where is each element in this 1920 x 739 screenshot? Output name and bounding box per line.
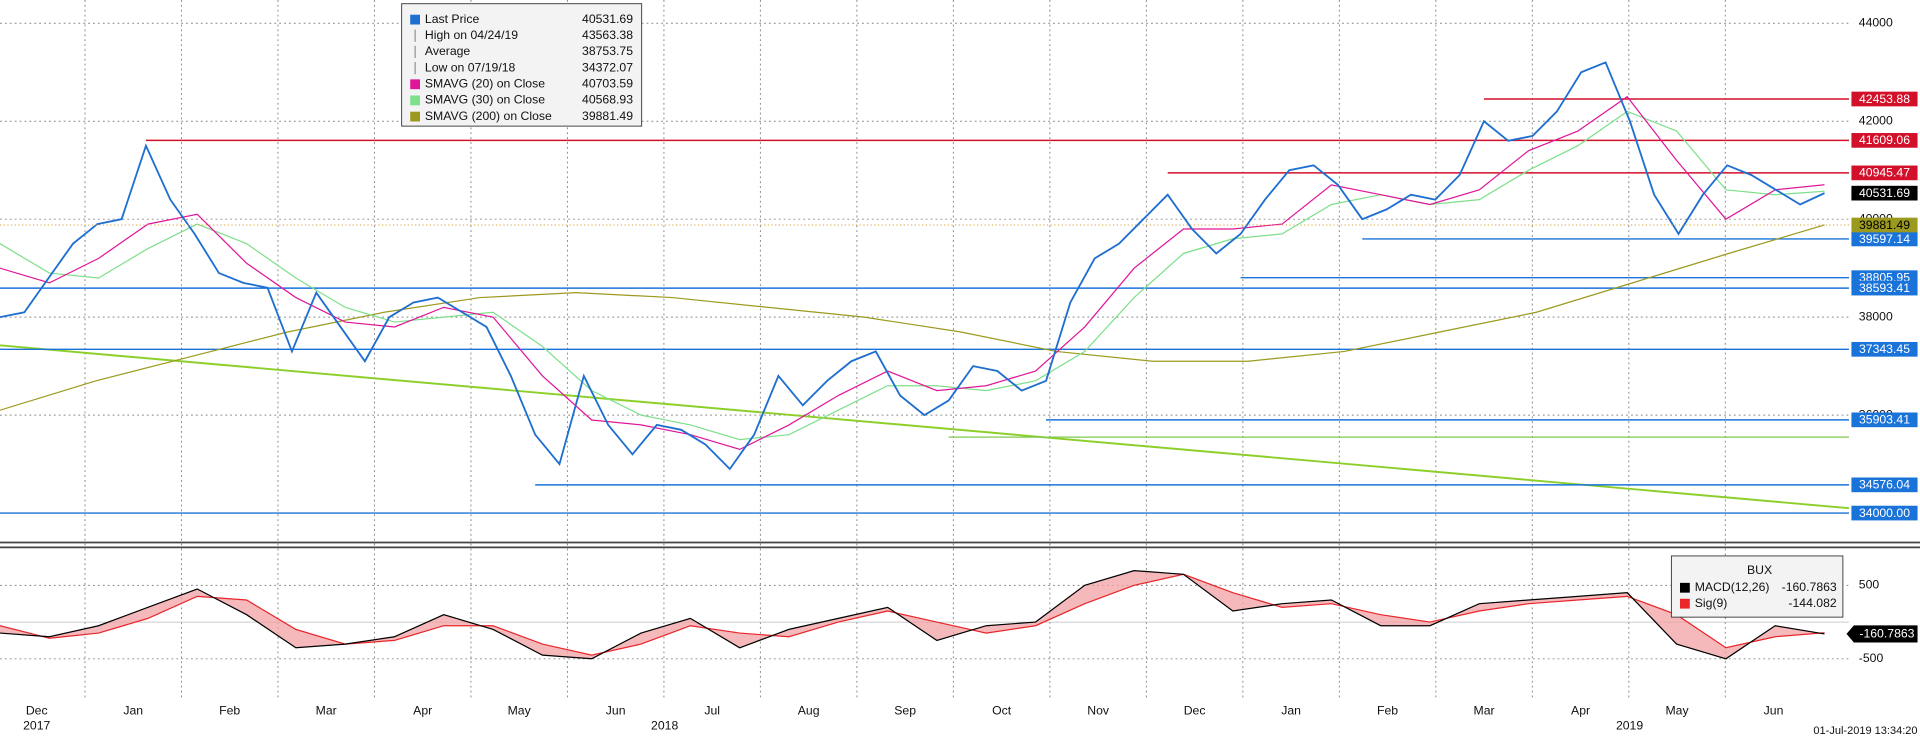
level-label: 39597.14 [1859,232,1910,246]
x-tick-label: Dec [1184,704,1206,718]
macd-last-label: -160.7863 [1859,627,1914,641]
x-tick-label: Jul [704,704,720,718]
legend-value: 40703.59 [582,76,633,90]
year-label: 2018 [651,718,678,732]
y-tick-label: -500 [1859,651,1884,665]
legend-swatch [410,111,420,122]
legend-label: SMAVG (200) on Close [425,109,552,123]
level-label: 38593.41 [1859,281,1910,295]
level-label-box [1851,341,1918,357]
x-tick-label: Apr [1571,704,1590,718]
x-tick-label: Jan [123,704,143,718]
moving-average-line [0,110,1825,441]
level-label-box [1851,91,1918,107]
timestamp: 01-Jul-2019 13:34:20 [1813,725,1917,737]
moving-average-line [0,224,1825,411]
macd-last-box [1846,625,1918,643]
level-label-box [1851,412,1918,428]
legend-label: High on 04/24/19 [425,28,518,42]
sma-label: 39881.49 [1859,218,1910,232]
legend-label: SMAVG (30) on Close [425,93,545,107]
x-tick-label: Feb [219,704,240,718]
year-label: 2019 [1616,718,1643,732]
level-label: 34000.00 [1859,506,1910,520]
x-tick-label: Oct [992,704,1012,718]
legend-value: -160.7863 [1782,580,1837,594]
level-label-box [1851,133,1918,148]
x-tick-label: Aug [798,704,820,718]
level-label-box [1851,231,1918,247]
level-label: 37343.45 [1859,342,1910,356]
legend-swatch [410,14,420,25]
level-label: 35903.41 [1859,413,1910,427]
x-tick-label: Mar [316,704,337,718]
last-price-label: 40531.69 [1859,186,1910,200]
legend-label: MACD(12,26) [1695,580,1770,594]
x-tick-label: Dec [26,704,48,718]
level-label: 34576.04 [1859,478,1910,492]
x-tick-label: Jun [1764,704,1784,718]
year-label: 2017 [23,718,50,732]
legend-label: Average [425,44,471,58]
legend-label: Low on 07/19/18 [425,60,516,74]
x-tick-label: Jun [606,704,626,718]
legend-value: -144.082 [1788,596,1836,610]
x-tick-label: Apr [413,704,432,718]
legend-value: 39881.49 [582,109,633,123]
level-label-box [1851,477,1918,493]
x-tick-label: May [1665,704,1689,718]
level-label-box [1851,505,1918,521]
legend-value: 34372.07 [582,60,633,74]
legend-swatch [1680,598,1690,609]
x-tick-label: Sep [894,704,916,718]
level-label-box [1851,165,1918,181]
price-line [0,61,1825,471]
legend-label: Sig(9) [1695,596,1728,610]
legend-value: 43563.38 [582,28,633,42]
x-tick-label: Nov [1087,704,1110,718]
macd-signal-band [0,570,1825,659]
legend-box [401,3,643,127]
legend-value: 38753.75 [582,44,633,58]
level-label: 42453.88 [1859,92,1910,106]
level-label: 40945.47 [1859,166,1910,180]
moving-average-line [0,95,1825,451]
x-tick-label: Mar [1474,704,1495,718]
sma-label-box [1851,217,1918,233]
level-label: 41609.06 [1859,133,1910,147]
x-tick-label: Jan [1281,704,1301,718]
macd-legend-title: BUX [1747,563,1772,577]
x-tick-label: May [508,704,532,718]
legend-swatch [1680,582,1690,593]
y-tick-label: 44000 [1859,16,1893,30]
legend-swatch [410,79,420,90]
legend-label: Last Price [425,12,480,26]
signal-line [0,573,1825,656]
level-label-box [1851,280,1918,296]
y-tick-label: 38000 [1859,309,1893,323]
legend-swatch [410,95,420,106]
trend-line [0,344,1850,510]
macd-legend-box [1670,555,1844,618]
legend-value: 40568.93 [582,93,633,107]
legend-label: SMAVG (20) on Close [425,76,545,90]
legend-value: 40531.69 [582,12,633,26]
x-tick-label: Feb [1377,704,1398,718]
y-tick-label: 500 [1859,578,1880,592]
macd-line [0,570,1825,660]
last-price-label-box [1851,185,1918,201]
y-tick-label: 42000 [1859,113,1893,127]
